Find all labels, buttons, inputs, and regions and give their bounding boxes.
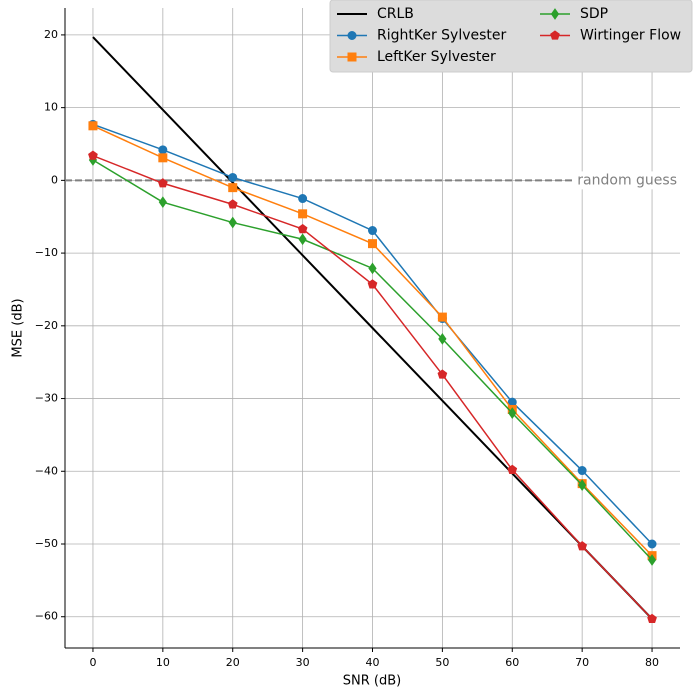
y-tick-label: −10 xyxy=(35,246,58,259)
x-tick-label: 80 xyxy=(645,656,659,669)
marker xyxy=(157,178,168,188)
marker xyxy=(88,150,98,160)
marker xyxy=(228,183,238,193)
legend-label: CRLB xyxy=(377,6,414,22)
marker xyxy=(438,333,447,345)
marker xyxy=(577,466,587,476)
marker xyxy=(550,30,560,40)
marker xyxy=(347,31,357,40)
marker xyxy=(437,312,447,322)
marker xyxy=(298,194,308,204)
y-tick-label: −30 xyxy=(35,392,58,405)
x-tick-label: 60 xyxy=(505,656,519,669)
x-tick-label: 30 xyxy=(296,656,310,669)
legend-label: RightKer Sylvester xyxy=(377,28,507,44)
marker xyxy=(158,196,167,209)
series-line xyxy=(92,36,653,620)
x-tick-label: 10 xyxy=(156,656,170,669)
marker xyxy=(227,199,238,209)
legend-label: SDP xyxy=(580,6,608,22)
marker xyxy=(507,464,518,474)
marker xyxy=(367,279,378,289)
marker xyxy=(368,226,377,236)
marker xyxy=(368,239,377,249)
x-tick-label: 50 xyxy=(435,656,449,669)
y-tick-label: −60 xyxy=(35,610,58,623)
marker xyxy=(158,153,168,163)
marker xyxy=(437,369,448,379)
x-tick-label: 20 xyxy=(226,656,240,669)
marker xyxy=(298,209,308,219)
marker xyxy=(347,52,357,62)
marker xyxy=(297,223,308,234)
legend-label: Wirtinger Flow xyxy=(580,28,681,44)
x-tick-label: 70 xyxy=(575,656,589,669)
y-tick-label: −40 xyxy=(35,464,58,477)
marker xyxy=(578,479,587,491)
marker xyxy=(550,8,560,20)
legend-label: LeftKer Sylvester xyxy=(377,49,496,65)
y-tick-label: −50 xyxy=(35,537,58,550)
label-background xyxy=(572,171,680,190)
marker xyxy=(158,145,168,155)
legend-box xyxy=(329,0,693,73)
marker xyxy=(298,233,307,246)
y-tick-label: 20 xyxy=(44,28,58,41)
y-tick-label: 0 xyxy=(51,173,58,186)
marker xyxy=(647,554,657,566)
x-axis-label: SNR (dB) xyxy=(343,674,401,689)
reference-label: random guess xyxy=(577,172,677,188)
marker xyxy=(647,539,657,549)
y-axis-label: MSE (dB) xyxy=(11,298,26,357)
y-tick-label: −20 xyxy=(35,319,58,332)
marker xyxy=(228,172,238,182)
x-tick-label: 40 xyxy=(366,656,380,669)
marker xyxy=(228,216,237,229)
marker xyxy=(368,262,377,275)
marker xyxy=(508,407,517,419)
x-tick-label: 0 xyxy=(89,656,96,669)
marker xyxy=(577,541,588,551)
marker xyxy=(88,121,98,131)
y-tick-label: 10 xyxy=(44,101,58,114)
marker xyxy=(647,613,657,624)
